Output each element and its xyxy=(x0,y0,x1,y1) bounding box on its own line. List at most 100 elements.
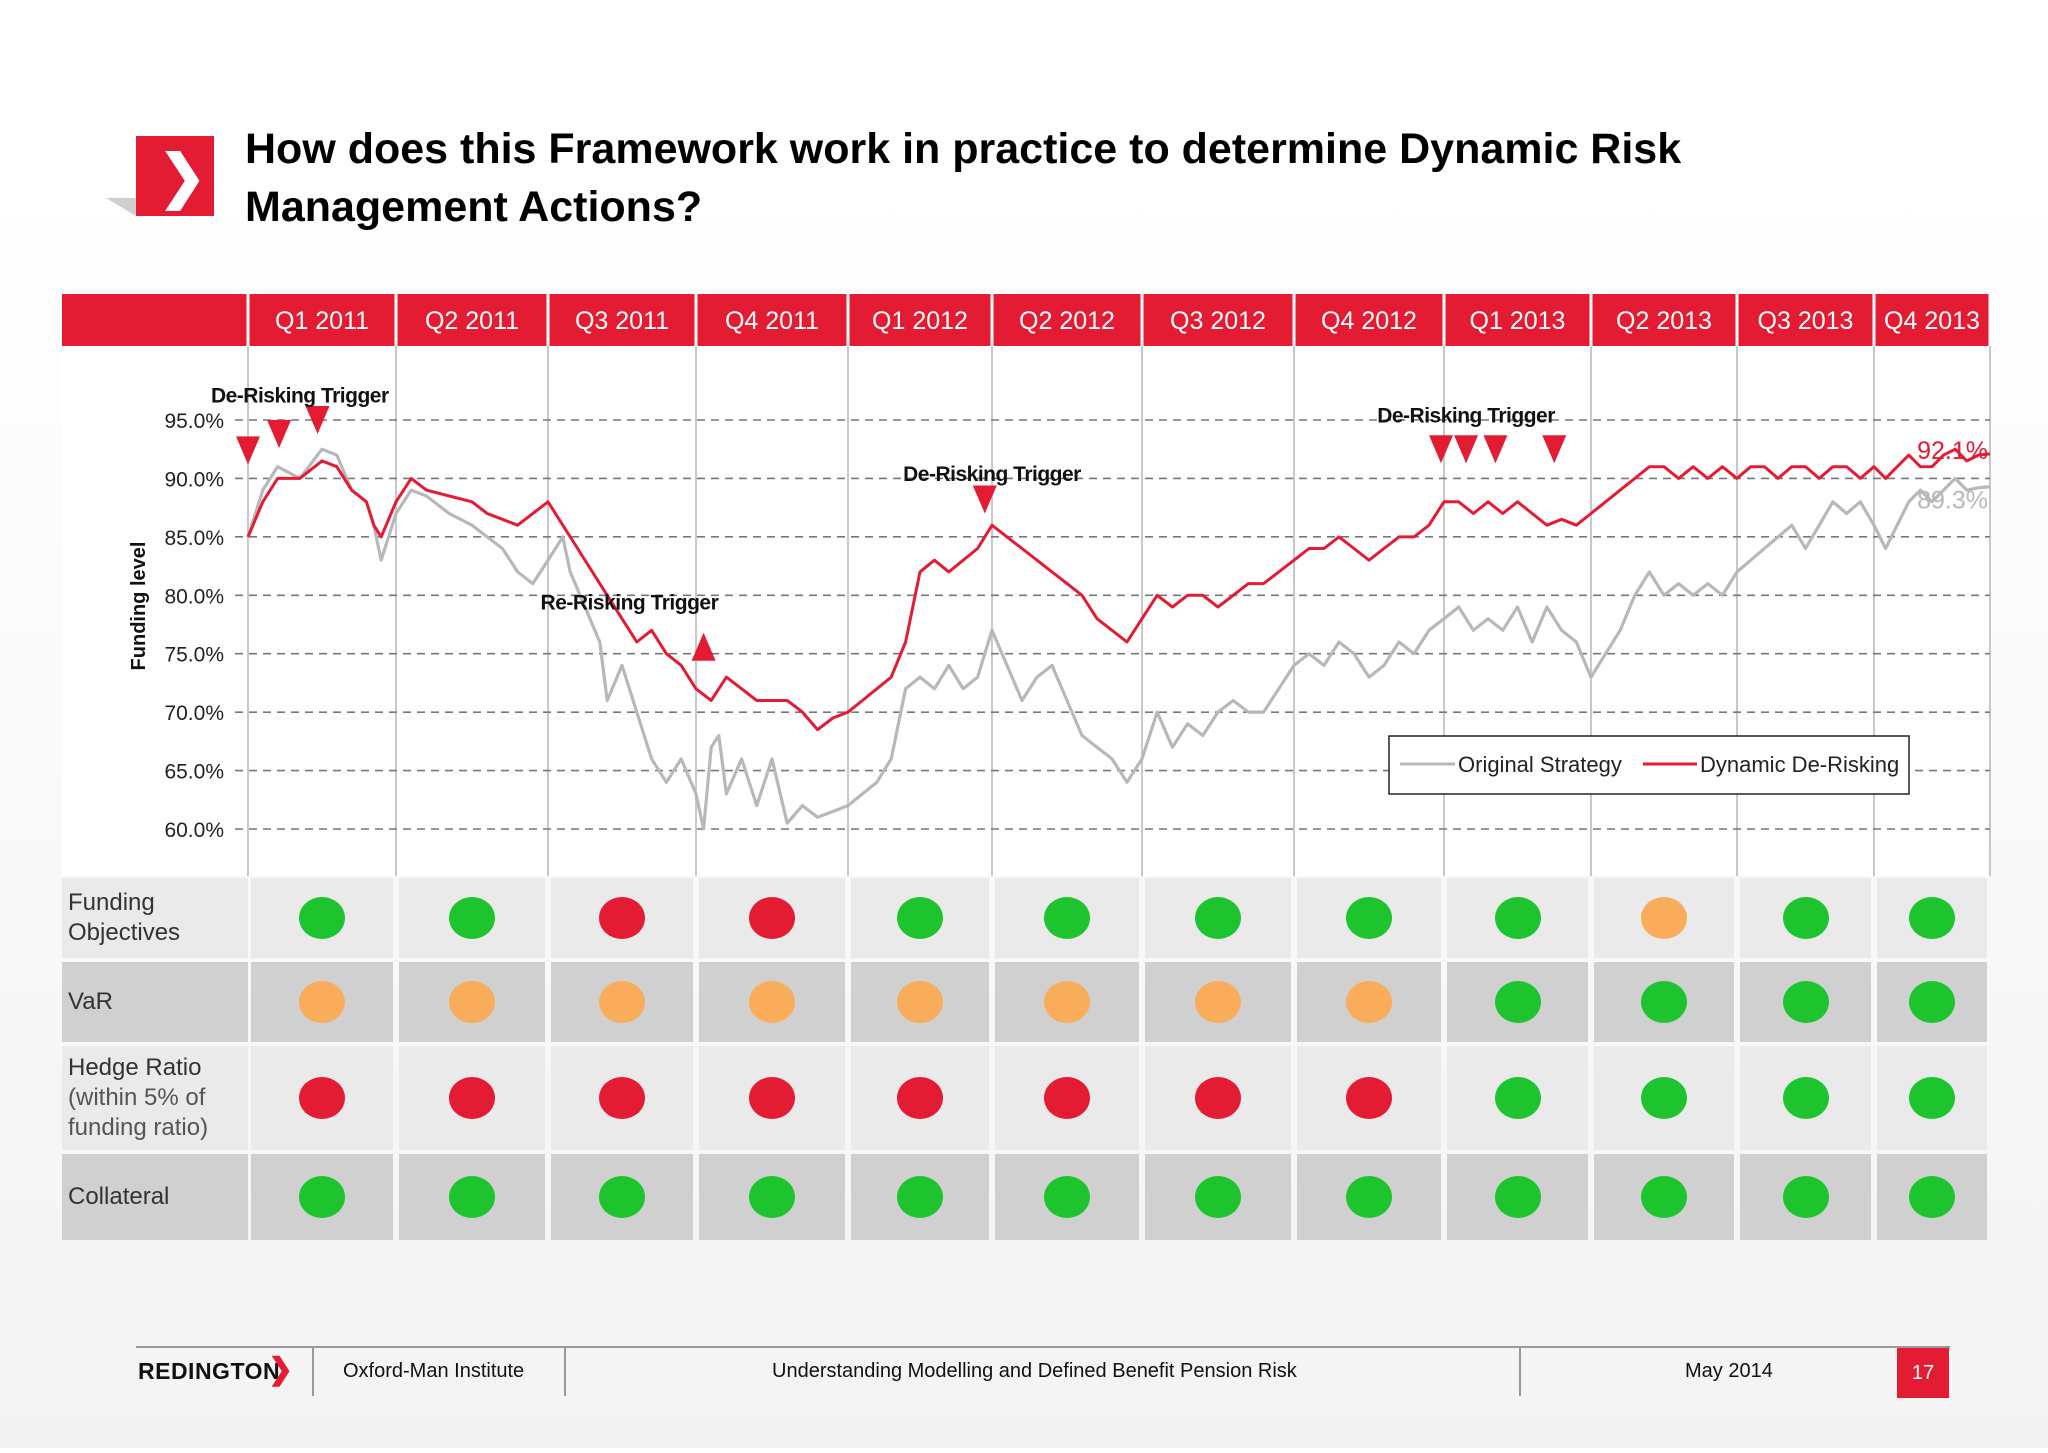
row-label-line: Funding xyxy=(68,889,155,916)
row-label: Collateral xyxy=(62,1154,248,1240)
quarter-header-label: Q3 2011 xyxy=(575,307,669,335)
status-dot-green xyxy=(1044,1176,1090,1218)
status-dot-red xyxy=(749,1077,795,1119)
status-dot-amber xyxy=(599,981,645,1023)
de-risking-trigger-marker xyxy=(1542,435,1567,464)
row-label-subtext: funding ratio) xyxy=(68,1114,209,1141)
status-cell xyxy=(1877,1154,1987,1240)
y-tick-label: 60.0% xyxy=(164,819,224,842)
status-cell xyxy=(1877,962,1987,1042)
redington-chevron-logo: ❯ xyxy=(136,136,214,216)
status-cell xyxy=(1297,1046,1441,1150)
status-cell xyxy=(699,962,845,1042)
status-dot-green xyxy=(1494,897,1541,939)
status-cell xyxy=(851,1046,989,1150)
status-dot-red xyxy=(599,1077,645,1119)
status-dot-red xyxy=(449,1077,495,1119)
legend-label-original: Original Strategy xyxy=(1458,752,1622,777)
status-dot-green xyxy=(1909,897,1955,939)
status-dot-green xyxy=(1782,1077,1829,1119)
status-dot-amber xyxy=(1641,897,1687,939)
y-tick-label: 70.0% xyxy=(164,702,224,725)
y-tick-label: 90.0% xyxy=(164,468,224,491)
original-strategy-series xyxy=(246,447,1991,831)
status-dot-green xyxy=(1346,897,1392,939)
status-dot-green xyxy=(1494,1176,1541,1218)
status-cell xyxy=(851,1154,989,1240)
footer-chevron-icon: ❯ xyxy=(268,1353,294,1386)
quarter-header-label: Q4 2011 xyxy=(725,307,819,335)
status-dot-green xyxy=(1494,981,1541,1023)
de-risking-trigger-marker xyxy=(305,406,330,434)
de-risking-trigger-marker xyxy=(1483,435,1508,464)
status-cell xyxy=(1447,878,1588,958)
status-dot-green xyxy=(1909,1176,1955,1218)
status-dot-red xyxy=(299,1077,345,1119)
trigger-annotation: De-Risking Trigger xyxy=(903,463,1081,486)
footer-separator xyxy=(312,1346,314,1396)
trigger-annotation: De-Risking Trigger xyxy=(1377,404,1555,427)
y-axis-label: Funding level xyxy=(128,542,150,671)
status-cell xyxy=(1594,878,1734,958)
status-dot-green xyxy=(1494,1077,1541,1119)
status-dot-green xyxy=(299,897,345,939)
row-label: Hedge Ratio (within 5% of funding ratio) xyxy=(62,1046,248,1150)
chevron-icon: ❯ xyxy=(158,144,207,209)
status-cell xyxy=(1447,1154,1588,1240)
plot-background xyxy=(62,346,1990,876)
status-dot-green xyxy=(1782,897,1829,939)
trigger-annotation: Re-Risking Trigger xyxy=(541,591,719,614)
footer-separator xyxy=(1519,1346,1521,1396)
status-dot-green xyxy=(1641,1176,1687,1218)
status-cell xyxy=(1145,962,1291,1042)
status-cell xyxy=(251,1154,393,1240)
status-dot-green xyxy=(1782,981,1829,1023)
status-cell xyxy=(1877,1046,1987,1150)
status-dot-green xyxy=(1641,1077,1687,1119)
status-cell xyxy=(1740,962,1871,1042)
status-dot-green xyxy=(1909,981,1955,1023)
status-cell xyxy=(551,1046,693,1150)
row-label-line: Hedge Ratio xyxy=(68,1054,202,1081)
status-dot-red xyxy=(1044,1077,1090,1119)
status-cell xyxy=(1594,1154,1734,1240)
status-dot-green xyxy=(897,1176,943,1218)
status-dot-amber xyxy=(299,981,345,1023)
status-cell xyxy=(1297,1154,1441,1240)
de-risking-trigger-marker xyxy=(1454,435,1479,464)
footer-divider xyxy=(136,1346,1950,1348)
page-number: 17 xyxy=(1897,1348,1949,1398)
status-cell xyxy=(699,878,845,958)
status-cell xyxy=(851,962,989,1042)
status-cell xyxy=(1145,1046,1291,1150)
status-cell xyxy=(699,1046,845,1150)
y-tick-label: 80.0% xyxy=(164,585,224,608)
quarter-header-label: Q2 2013 xyxy=(1616,307,1712,335)
status-dot-green xyxy=(1044,897,1090,939)
y-tick-label: 95.0% xyxy=(164,410,224,433)
status-cell xyxy=(551,962,693,1042)
status-cell xyxy=(1740,878,1871,958)
quarter-header-bar xyxy=(62,294,1990,346)
status-cell xyxy=(399,962,545,1042)
quarter-header-label: Q3 2012 xyxy=(1170,307,1266,335)
quarter-header-label: Q1 2013 xyxy=(1470,307,1566,335)
status-dot-red xyxy=(897,1077,943,1119)
row-label-line: VaR xyxy=(68,988,113,1015)
status-dot-amber xyxy=(449,981,495,1023)
end-value-label: 89.3% xyxy=(1917,487,1988,515)
status-dot-green xyxy=(1346,1176,1392,1218)
footer-date: May 2014 xyxy=(1685,1360,1773,1382)
status-dot-amber xyxy=(897,981,943,1023)
y-tick-label: 65.0% xyxy=(164,761,224,784)
status-cell xyxy=(1145,878,1291,958)
status-cell xyxy=(995,1154,1139,1240)
status-dot-red xyxy=(599,897,645,939)
row-label: VaR xyxy=(62,962,248,1042)
status-dot-green xyxy=(1641,981,1687,1023)
de-risking-trigger-marker xyxy=(972,485,997,514)
de-risking-trigger-marker xyxy=(1429,435,1453,464)
legend-label-dynamic: Dynamic De-Risking xyxy=(1700,752,1899,777)
status-dot-amber xyxy=(1044,981,1090,1023)
